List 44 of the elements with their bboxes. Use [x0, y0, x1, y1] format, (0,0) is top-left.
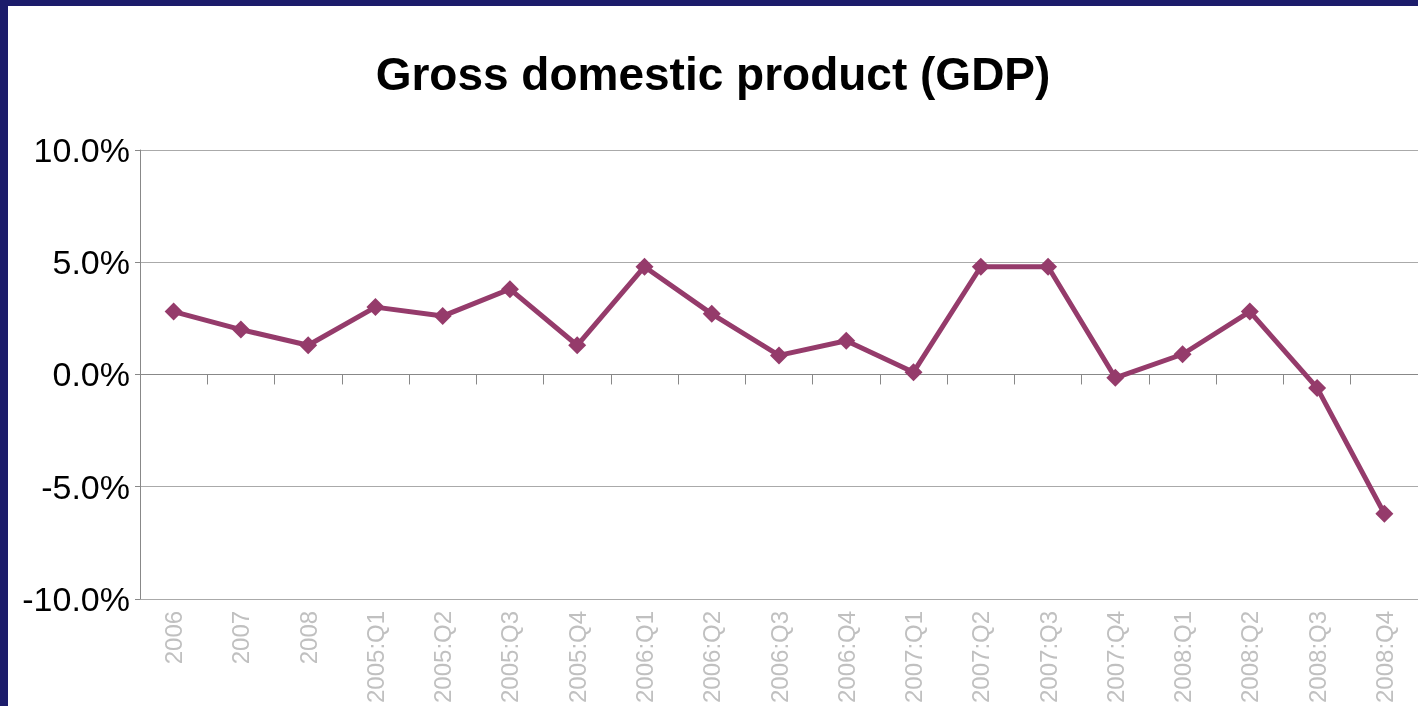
point — [1039, 257, 1058, 276]
x-tick-label: 2007:Q4 — [1101, 610, 1129, 703]
point — [1308, 378, 1327, 397]
point — [299, 336, 318, 355]
point — [702, 304, 721, 323]
x-tick-label: 2006 — [160, 610, 188, 665]
x-tick-label: 2007:Q1 — [900, 610, 928, 703]
point — [568, 336, 587, 355]
x-tick-label: 2008:Q2 — [1236, 610, 1264, 703]
x-tick-label: 2007:Q3 — [1034, 610, 1062, 703]
y-tick-label: -10.0% — [22, 579, 130, 618]
point — [1375, 504, 1394, 523]
y-tick-label: 5.0% — [52, 243, 130, 282]
y-tick-label: 0.0% — [52, 355, 130, 394]
x-tick-label: 2005:Q2 — [429, 610, 457, 703]
x-tick-label: 2005:Q3 — [496, 610, 524, 703]
point — [904, 363, 923, 382]
x-tick-label: 2006:Q2 — [698, 610, 726, 703]
x-tick-label: 2005:Q1 — [361, 610, 389, 703]
point — [1106, 368, 1125, 387]
x-tick-label: 2008:Q3 — [1303, 610, 1331, 703]
x-tick-label: 2006:Q3 — [765, 610, 793, 703]
point — [837, 331, 856, 350]
x-tick-label: 2006:Q4 — [832, 610, 860, 703]
x-tick-label: 2007:Q2 — [967, 610, 995, 703]
point — [366, 298, 385, 317]
point — [971, 257, 990, 276]
point — [231, 320, 250, 339]
point — [770, 346, 788, 365]
x-tick-label: 2006:Q1 — [630, 610, 658, 703]
y-tick-label: 10.0% — [33, 131, 130, 169]
point — [1173, 345, 1192, 364]
point — [635, 257, 654, 276]
x-tick-label: 2008 — [294, 610, 322, 665]
x-tick-label: 2005:Q4 — [563, 610, 591, 703]
x-tick-label: 2007 — [227, 610, 255, 665]
x-tick-label: 2008:Q4 — [1370, 610, 1398, 703]
chart-title: Gross domestic product (GDP) — [375, 48, 1051, 100]
point — [433, 307, 452, 326]
point — [1240, 302, 1259, 321]
x-tick-label: 2008:Q1 — [1169, 610, 1197, 703]
y-tick-label: -5.0% — [41, 467, 130, 506]
point — [500, 280, 519, 299]
point — [164, 302, 183, 321]
